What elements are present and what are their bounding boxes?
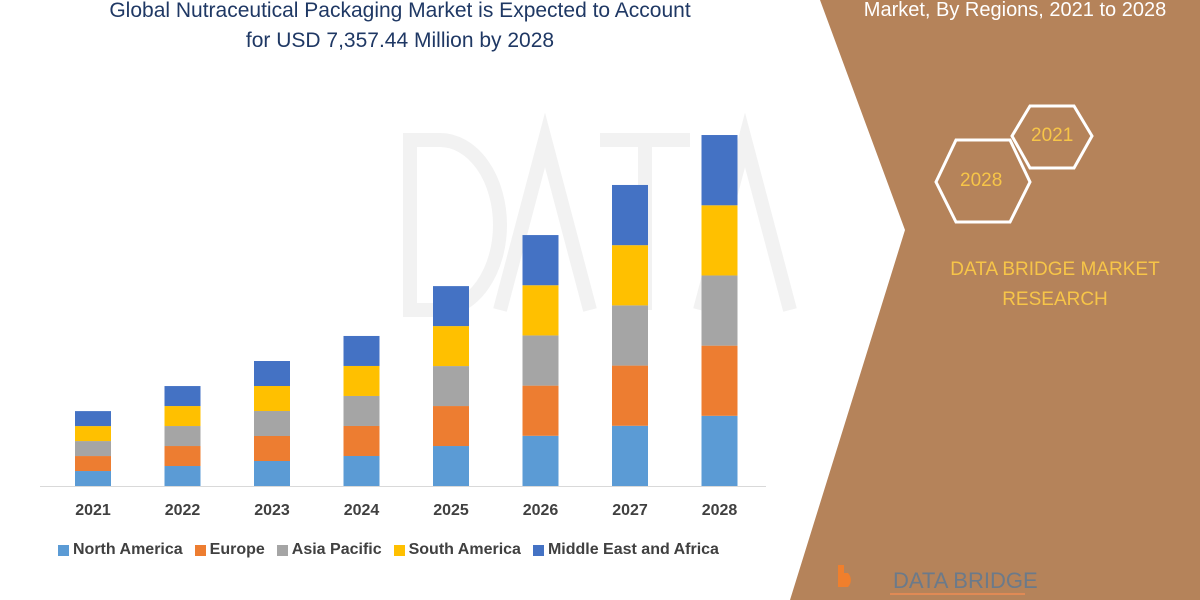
bar-2027-europe xyxy=(612,365,648,426)
bar-2021-south-america xyxy=(75,426,111,442)
bar-2025-south-america xyxy=(433,326,469,367)
right-title: Market, By Regions, 2021 to 2028 xyxy=(863,0,1167,21)
bar-2024-middle-east-and-africa xyxy=(343,335,380,366)
hexagon-2021 xyxy=(1010,104,1094,170)
bar-2022-asia-pacific xyxy=(164,426,201,447)
title-line-2: for USD 7,357.44 Million by 2028 xyxy=(245,29,555,52)
brand-line-1: DATA BRIDGE MARKET xyxy=(950,259,1160,280)
bar-2021-asia-pacific xyxy=(75,441,111,457)
bar-2026-europe xyxy=(522,385,559,436)
hex-label-2021: 2021 xyxy=(1031,125,1074,146)
logo-text: DATA BRIDGE xyxy=(893,568,1038,593)
bar-2027-south-america xyxy=(612,245,648,306)
bar-2022-europe xyxy=(164,446,201,467)
legend-item: Asia Pacific xyxy=(276,541,382,559)
legend: North America Europe Asia Pacific South Ame… xyxy=(58,541,719,559)
bar-2021-middle-east-and-africa xyxy=(75,411,111,427)
legend-label: Europe xyxy=(209,541,265,558)
legend-swatch xyxy=(58,544,69,556)
bar-2022-middle-east-and-africa xyxy=(164,386,201,407)
bar-2024-europe xyxy=(343,425,380,456)
x-tick-label: 2025 xyxy=(433,502,469,519)
legend-label: Asia Pacific xyxy=(291,541,382,558)
x-tick-label: 2026 xyxy=(522,502,559,519)
brand-line-2: RESEARCH xyxy=(1002,289,1108,310)
bar-2026-south-america xyxy=(522,285,559,336)
bar-2027-asia-pacific xyxy=(612,305,648,366)
bar-2028-north-america xyxy=(701,415,738,486)
legend-swatch xyxy=(194,544,206,556)
bar-2028-asia-pacific xyxy=(701,275,738,346)
legend-item: South America xyxy=(393,541,521,559)
bar-2023-asia-pacific xyxy=(254,411,290,437)
bar-2026-middle-east-and-africa xyxy=(522,235,559,286)
legend-label: North America xyxy=(73,541,183,558)
brand-text: DATA BRIDGE MARKET RESEARCH xyxy=(905,255,1200,315)
bar-2028-europe xyxy=(701,345,738,416)
x-tick-label: 2027 xyxy=(612,502,648,519)
legend-item: Europe xyxy=(194,541,265,559)
legend-swatch xyxy=(276,544,288,556)
legend-label: South America xyxy=(408,541,521,558)
bar-2025-north-america xyxy=(433,446,469,486)
hexagon-2028 xyxy=(934,138,1032,224)
bar-2022-north-america xyxy=(164,466,201,486)
bar-2025-europe xyxy=(433,406,469,447)
bar-2021-north-america xyxy=(75,471,111,486)
legend-item: Middle East and Africa xyxy=(532,541,719,559)
bar-2023-middle-east-and-africa xyxy=(254,361,290,387)
bar-2027-middle-east-and-africa xyxy=(612,184,648,246)
right-panel xyxy=(790,0,1200,600)
x-tick-label: 2022 xyxy=(164,502,201,519)
bar-2022-south-america xyxy=(164,406,201,427)
chart-title: Global Nutraceutical Packaging Market is… xyxy=(40,0,760,56)
legend-item: North America xyxy=(58,541,183,559)
bar-2024-south-america xyxy=(343,365,380,396)
x-tick-label: 2024 xyxy=(343,502,380,519)
x-tick-label: 2028 xyxy=(701,502,738,519)
hex-label-2028: 2028 xyxy=(960,170,1003,191)
bar-2023-south-america xyxy=(254,386,290,412)
bar-2023-north-america xyxy=(254,461,290,486)
bar-2028-middle-east-and-africa xyxy=(701,135,738,206)
bar-2028-south-america xyxy=(701,205,738,276)
title-line-1: Global Nutraceutical Packaging Market is… xyxy=(109,0,691,22)
bar-2025-middle-east-and-africa xyxy=(433,286,469,327)
bar-2026-asia-pacific xyxy=(522,335,559,386)
bar-2026-north-america xyxy=(522,435,559,486)
bar-2027-north-america xyxy=(612,425,648,486)
legend-swatch xyxy=(393,544,405,556)
bar-2024-asia-pacific xyxy=(343,395,380,426)
legend-label: Middle East and Africa xyxy=(547,541,719,558)
logo-icon xyxy=(838,565,851,587)
legend-swatch xyxy=(532,544,544,556)
x-tick-label: 2021 xyxy=(75,502,111,519)
bar-2025-asia-pacific xyxy=(433,366,469,407)
x-tick-label: 2023 xyxy=(254,502,290,519)
bar-2024-north-america xyxy=(343,455,380,486)
bar-2021-europe xyxy=(75,456,111,472)
bar-2023-europe xyxy=(254,436,290,462)
